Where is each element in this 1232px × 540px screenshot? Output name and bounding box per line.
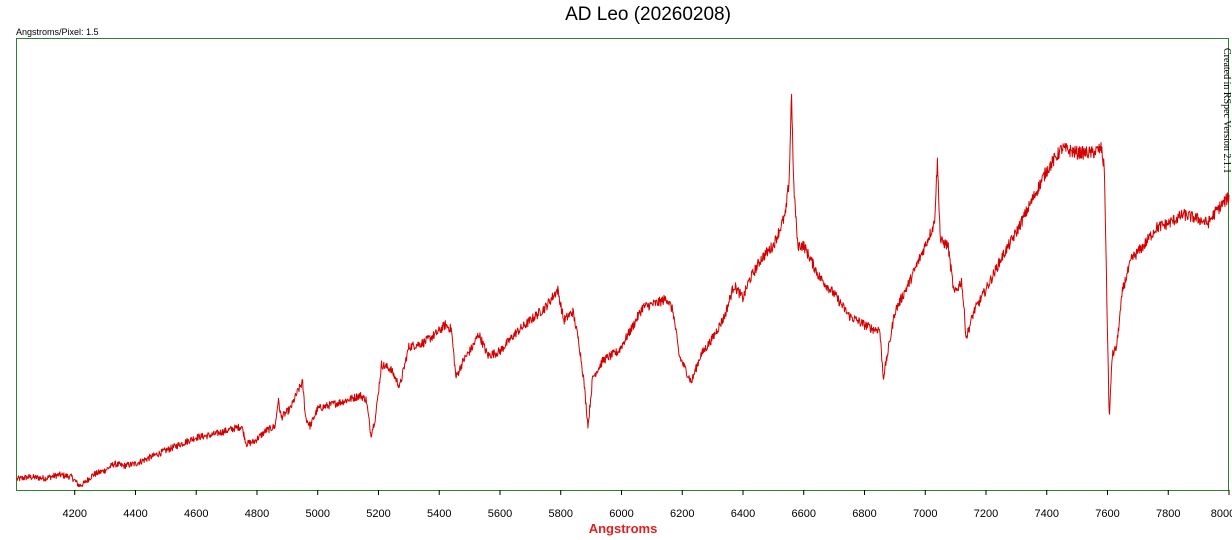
x-tick-label: 4400 [123, 508, 147, 520]
x-tick-label: 6600 [791, 508, 815, 520]
spectrum-line [16, 93, 1230, 488]
x-tick-label: 6800 [852, 508, 876, 520]
x-tick-label: 5400 [427, 508, 451, 520]
x-axis-ticks: 4200 4400 4600 4800 5000 5200 5400 5600 5800 6000… [62, 490, 1232, 520]
x-tick-label: 5000 [305, 508, 329, 520]
x-axis-title: Angstroms [588, 521, 658, 536]
x-tick-label: 7200 [974, 508, 998, 520]
x-tick-label: 5600 [488, 508, 512, 520]
x-tick-label: 5200 [366, 508, 390, 520]
dispersion-label: Angstroms/Pixel: 1.5 [16, 27, 99, 37]
x-tick-label: 7000 [913, 508, 937, 520]
x-tick-label: 6000 [609, 508, 633, 520]
x-tick-label: 7600 [1095, 508, 1119, 520]
x-tick-label: 7800 [1156, 508, 1180, 520]
x-tick-label: 8000 [1211, 508, 1232, 520]
spectrum-layer [16, 93, 1230, 488]
x-tick-label: 4200 [62, 508, 86, 520]
x-tick-label: 4800 [245, 508, 269, 520]
x-tick-label: 6400 [731, 508, 755, 520]
x-tick-label: 4600 [184, 508, 208, 520]
chart-title: AD Leo (20260208) [565, 4, 731, 25]
x-tick-label: 5800 [548, 508, 572, 520]
x-tick-label: 7400 [1035, 508, 1059, 520]
software-credit: Created in RSpec Version 2.1.1 [1221, 48, 1232, 174]
plot-area-frame [16, 38, 1229, 491]
x-tick-label: 6200 [670, 508, 694, 520]
